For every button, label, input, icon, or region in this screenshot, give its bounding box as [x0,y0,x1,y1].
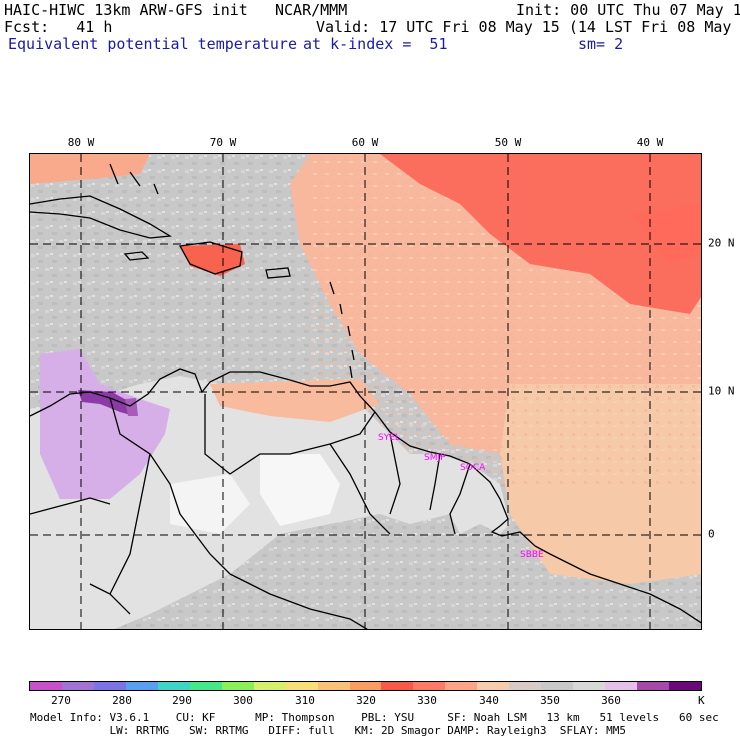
map-canvas: SYEL SMJP SOCA SBBE [30,154,701,629]
colorbar-swatch-5 [189,682,222,690]
colorbar-swatch-4 [157,682,190,690]
deep-purple-core [78,390,134,416]
lon-label-70w: 70 W [209,136,237,149]
colorbar-swatch-9 [317,682,350,690]
colorbar-label-360: 360 [601,694,621,707]
station-syel: SYEL [378,433,400,443]
colorbar-label-340: 340 [479,694,499,707]
colorbar-swatch-12 [413,682,446,690]
model-title: HAIC-HIWC 13km ARW-GFS init [4,1,248,19]
colorbar-swatch-14 [477,682,510,690]
colorbar-swatch-10 [349,682,382,690]
colorbar-label-290: 290 [172,694,192,707]
colorbar-swatch-17 [573,682,606,690]
colorbar-swatch-3 [125,682,158,690]
init-time: Init: 00 UTC Thu 07 May 15 [516,1,740,19]
field-name: Equivalent potential temperature [8,35,297,53]
colorbar-swatch-1 [61,682,94,690]
station-smjp: SMJP [424,453,446,463]
level-label: at k-index = 51 [303,35,448,53]
station-soca: SOCA [460,463,486,473]
colorbar-label-320: 320 [356,694,376,707]
colorbar-swatch-13 [445,682,478,690]
theta-e-high-region [380,154,701,314]
org-label: NCAR/MMM [275,1,348,19]
colorbar-swatch-8 [285,682,318,690]
colorbar-swatch-6 [221,682,254,690]
valid-time: Valid: 17 UTC Fri 08 May 15 (14 LST Fri … [316,18,740,36]
model-info-line2: LW: RRTMG SW: RRTMG DIFF: full KM: 2D Sm… [30,724,627,737]
colorbar-swatch-20 [669,682,702,690]
interior-white [170,474,250,534]
lat-label-10n: 10 N [708,384,735,398]
colorbar-swatch-15 [509,682,542,690]
colorbar-label-350: 350 [540,694,560,707]
model-info-line1: Model Info: V3.6.1 CU: KF MP: Thompson P… [30,711,719,724]
coastlines [30,163,701,629]
colorbar-swatch-18 [605,682,638,690]
smooth-label: sm= 2 [578,35,624,53]
colorbar-label-280: 280 [112,694,132,707]
theta-e-map: SYEL SMJP SOCA SBBE [29,153,702,630]
cold-purple-region [40,349,170,499]
colorbar-swatch-19 [637,682,670,690]
colorbar-label-270: 270 [51,694,71,707]
theta-e-peak-region [630,204,701,264]
lat-label-20n: 20 N [708,236,735,250]
coastal-warm [210,379,380,422]
colorbar-swatch-16 [541,682,574,690]
lon-label-40w: 40 W [636,136,664,149]
andes-white [260,454,340,526]
nw-warm-patch [30,154,150,184]
colorbar-label-310: 310 [295,694,315,707]
colorbar-swatch-11 [381,682,414,690]
hispaniola-warm [180,244,245,276]
station-sbbe: SBBE [520,550,544,560]
colorbar-swatch-0 [30,682,62,690]
colorbar-label-300: 300 [233,694,253,707]
lon-label-50w: 50 W [494,136,522,149]
forecast-hour: Fcst: 41 h [4,18,113,36]
lat-label-0: 0 [708,527,715,541]
colorbar-label-330: 330 [417,694,437,707]
colorbar-unit: K [698,694,705,707]
colorbar-swatch-2 [93,682,126,690]
colorbar-swatch-7 [253,682,286,690]
lon-label-80w: 80 W [67,136,95,149]
colorbar [29,681,702,691]
lon-label-60w: 60 W [351,136,379,149]
